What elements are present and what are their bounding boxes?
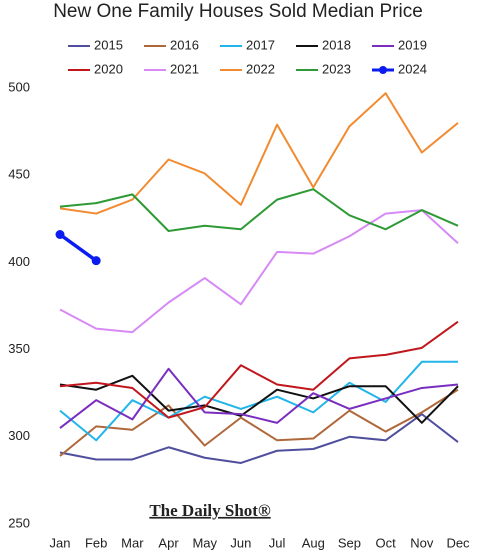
series-marker bbox=[55, 229, 65, 239]
x-tick-label: Apr bbox=[158, 535, 179, 550]
y-tick-label: 500 bbox=[8, 79, 30, 94]
x-tick-label: Nov bbox=[410, 535, 434, 550]
y-tick-label: 450 bbox=[8, 167, 30, 182]
legend-label: 2024 bbox=[398, 61, 427, 76]
x-tick-label: Dec bbox=[446, 535, 470, 550]
x-tick-label: Jan bbox=[50, 535, 71, 550]
y-tick-label: 250 bbox=[8, 515, 30, 530]
x-tick-label: Jun bbox=[230, 535, 251, 550]
series-line bbox=[59, 413, 459, 464]
series-line bbox=[59, 374, 459, 424]
watermark: The Daily Shot® bbox=[149, 501, 271, 520]
legend-label: 2022 bbox=[246, 61, 275, 76]
x-tick-label: Mar bbox=[121, 535, 144, 550]
series-marker bbox=[91, 256, 101, 266]
y-tick-label: 300 bbox=[8, 428, 30, 443]
series-line bbox=[59, 92, 459, 215]
y-tick-label: 400 bbox=[8, 254, 30, 269]
y-tick-label: 350 bbox=[8, 341, 30, 356]
series-line bbox=[59, 388, 459, 457]
x-tick-label: Feb bbox=[85, 535, 107, 550]
legend-label: 2020 bbox=[94, 61, 123, 76]
series-line bbox=[59, 188, 459, 233]
legend-label: 2016 bbox=[170, 37, 199, 52]
legend-label: 2019 bbox=[398, 37, 427, 52]
x-tick-label: Oct bbox=[376, 535, 397, 550]
legend-marker bbox=[379, 66, 387, 74]
series-line bbox=[59, 320, 459, 419]
legend-label: 2015 bbox=[94, 37, 123, 52]
x-tick-label: May bbox=[192, 535, 217, 550]
series-line bbox=[59, 209, 459, 334]
legend-label: 2021 bbox=[170, 61, 199, 76]
x-tick-label: Sep bbox=[338, 535, 361, 550]
legend-label: 2017 bbox=[246, 37, 275, 52]
series-line bbox=[59, 367, 459, 429]
x-tick-label: Aug bbox=[302, 535, 325, 550]
series-line bbox=[58, 233, 98, 263]
legend-label: 2023 bbox=[322, 61, 351, 76]
chart-title: New One Family Houses Sold Median Price bbox=[53, 1, 423, 22]
legend-label: 2018 bbox=[322, 37, 351, 52]
x-tick-label: Jul bbox=[269, 535, 286, 550]
